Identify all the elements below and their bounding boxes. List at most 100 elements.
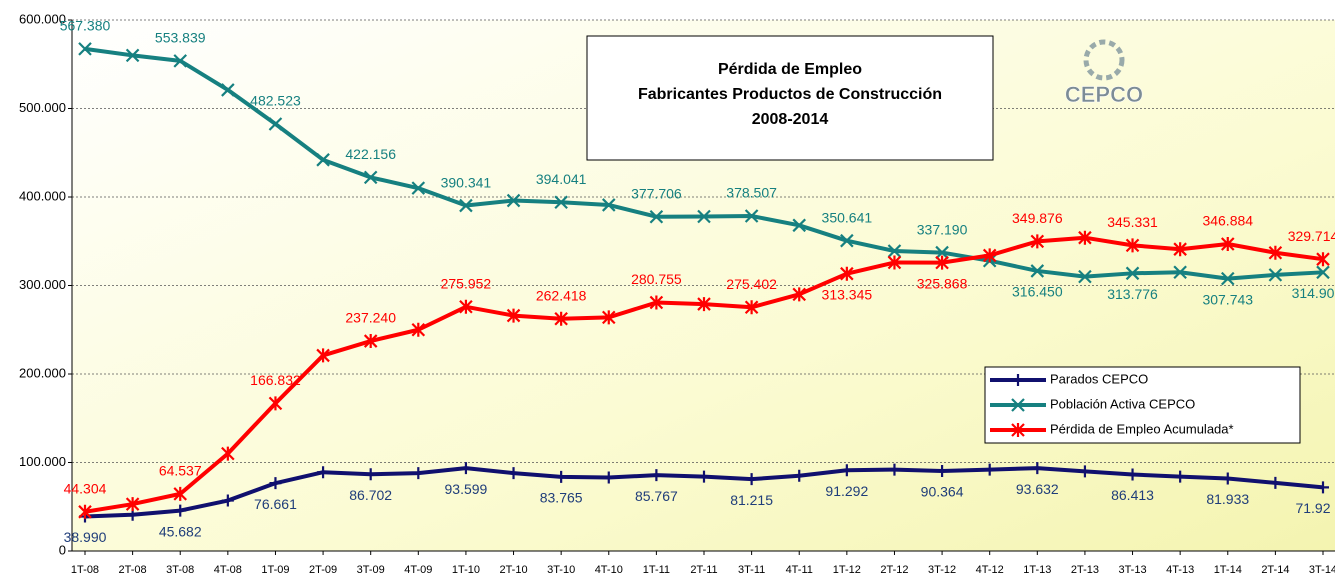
marker [268,396,283,411]
marker [697,209,711,224]
data-label: 307.743 [1202,291,1253,307]
marker [173,486,188,501]
y-tick-label: 600.000 [19,11,66,26]
marker [744,209,759,223]
data-label: 280.755 [631,271,682,287]
data-label: 93.632 [1016,481,1059,497]
marker [1316,252,1330,267]
marker [983,463,996,476]
marker [888,463,901,476]
logo: CEPCO [1065,39,1143,107]
data-label: 86.413 [1111,487,1154,503]
y-tick-label: 0 [59,542,66,557]
marker [602,471,615,484]
marker [554,195,568,210]
x-tick-label: 1T-13 [1023,564,1051,576]
marker [317,466,330,479]
marker [173,54,188,68]
marker [1011,423,1025,437]
x-tick-label: 1T-11 [643,564,670,576]
x-tick-label: 1T-12 [833,564,861,576]
data-label: 350.641 [822,209,873,225]
legend: Parados CEPCO Población Activa CEPCO Pérdi… [984,366,1301,444]
marker [601,310,616,325]
marker [363,334,378,349]
marker [793,469,806,482]
marker [1220,271,1235,286]
marker [506,193,521,208]
marker [1269,476,1282,489]
marker [555,470,568,483]
x-tick-label: 1T-09 [261,564,289,576]
marker [174,504,187,517]
x-tick-label: 3T-14 [1309,564,1335,576]
marker [412,467,425,480]
marker [78,504,92,519]
marker [840,233,854,248]
data-label: 390.341 [441,174,492,190]
marker [1125,266,1140,281]
data-label: 90.364 [921,484,964,500]
data-label: 349.876 [1012,210,1063,226]
marker [1126,468,1139,481]
data-label: 567.380 [60,18,111,34]
marker [221,446,235,461]
logo-text: CEPCO [1065,82,1143,107]
data-label: 64.537 [159,463,202,479]
marker [125,48,140,63]
data-label: 93.599 [445,481,488,497]
marker [887,244,902,258]
legend-label: Parados CEPCO [1050,371,1148,386]
marker [649,209,664,224]
marker [269,477,282,490]
marker [1174,470,1187,483]
marker [459,198,473,213]
chart-title: Pérdida de Empleo [718,61,862,78]
marker [363,170,378,185]
x-tick-label: 2T-11 [690,564,717,576]
marker [268,117,283,131]
marker [507,467,520,480]
marker [697,297,711,312]
marker [1316,265,1330,280]
marker [982,248,997,263]
data-label: 44.304 [64,480,107,496]
x-tick-label: 4T-10 [595,564,623,576]
x-tick-label: 4T-08 [214,564,242,576]
marker [221,494,234,507]
marker [935,245,949,260]
data-label: 71.92 [1295,500,1330,516]
data-label: 275.952 [441,275,492,291]
data-label: 482.523 [250,93,301,109]
marker [1317,481,1329,494]
marker [649,295,664,310]
marker [1031,462,1044,475]
data-label: 337.190 [917,221,968,237]
data-label: 394.041 [536,171,587,187]
marker [459,462,472,475]
marker [935,255,949,270]
marker [1268,245,1283,260]
data-label: 38.990 [64,529,107,545]
data-label: 85.767 [635,488,678,504]
marker [1221,472,1234,485]
marker [221,83,235,97]
x-tick-label: 1T-08 [71,564,99,576]
x-tick-label: 2T-13 [1071,564,1099,576]
x-tick-label: 3T-09 [357,564,385,576]
marker [1173,265,1187,280]
x-tick-label: 2T-10 [499,564,527,576]
marker [554,311,568,326]
x-tick-label: 3T-10 [547,564,575,576]
marker [1078,269,1092,284]
chart-title: 2008-2014 [752,111,829,128]
marker [650,469,663,482]
marker [745,473,758,486]
data-label: 262.418 [536,287,587,303]
marker [1078,465,1091,478]
data-label: 91.292 [825,483,868,499]
marker [506,308,521,323]
marker [1078,230,1092,245]
marker [411,181,426,195]
data-label: 325.868 [917,275,968,291]
